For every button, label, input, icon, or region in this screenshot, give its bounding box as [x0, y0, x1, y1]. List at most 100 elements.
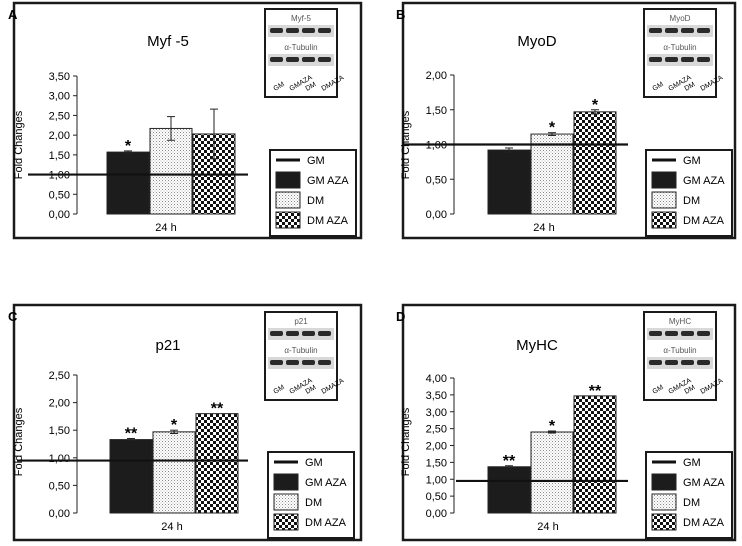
y-tick-label: 1,50	[49, 425, 70, 437]
blot-label-top: MyHC	[669, 317, 691, 326]
panel-letter: D	[396, 309, 405, 324]
legend-label: DM AZA	[305, 517, 347, 529]
legend-label: DM AZA	[683, 517, 725, 529]
legend-key	[275, 191, 301, 209]
y-tick-label: 0,50	[49, 189, 70, 201]
legend-label: GM AZA	[683, 175, 725, 187]
legend-key	[273, 513, 299, 531]
blot-band	[697, 331, 710, 336]
blot-inset	[264, 8, 338, 98]
blot-band	[302, 331, 315, 336]
blot-lane-label: DM	[305, 81, 318, 93]
y-tick-label: 2,00	[426, 441, 447, 453]
bar-dm	[152, 431, 196, 514]
blot-band	[697, 57, 710, 62]
blot-strip	[268, 54, 334, 66]
blot-label-bottom: α-Tubulin	[284, 43, 317, 52]
legend-label: GM	[305, 457, 323, 469]
blot-band	[302, 28, 315, 33]
legend-label: GM	[683, 155, 701, 167]
legend-label: GM AZA	[683, 477, 725, 489]
blot-band	[270, 28, 283, 33]
legend-label: DM	[305, 497, 322, 509]
blot-lane-label: DM	[305, 384, 318, 396]
blot-band	[697, 28, 710, 33]
y-tick-label: 3,00	[426, 407, 447, 419]
blot-inset	[264, 311, 338, 401]
y-axis-label: Fold Changes	[13, 407, 25, 476]
blot-strip	[647, 357, 713, 369]
blot-label-bottom: α-Tubulin	[663, 346, 696, 355]
legend-key	[651, 493, 677, 511]
y-tick-label: 2,00	[426, 70, 447, 82]
significance-label: *	[549, 120, 556, 137]
blot-band	[318, 28, 331, 33]
bar-dm	[530, 431, 574, 514]
blot-inset	[643, 311, 717, 401]
blot-band	[286, 57, 299, 62]
blot-band	[649, 57, 662, 62]
y-tick-label: 3,50	[49, 71, 70, 83]
y-tick-label: 1,50	[426, 105, 447, 117]
blot-label-bottom: α-Tubulin	[663, 43, 696, 52]
x-axis-label: 24 h	[161, 521, 182, 533]
legend-label: DM	[307, 195, 324, 207]
blot-strip	[268, 328, 334, 340]
significance-label: **	[589, 383, 602, 400]
bar-dm	[530, 133, 574, 215]
legend-key	[651, 513, 677, 531]
significance-label: **	[503, 453, 516, 470]
legend-key	[275, 211, 301, 229]
legend-label: DM AZA	[307, 215, 349, 227]
y-tick-label: 3,00	[49, 91, 70, 103]
panel-letter: B	[396, 7, 405, 22]
blot-lane-label: GM	[652, 81, 665, 93]
legend-label: GM AZA	[305, 477, 347, 489]
blot-band	[318, 57, 331, 62]
blot-band	[681, 57, 694, 62]
y-tick-label: 0,50	[49, 480, 70, 492]
legend-label: DM	[683, 497, 700, 509]
y-axis-label: Fold Changes	[400, 407, 412, 476]
blot-inset	[643, 8, 717, 98]
bar-dm-aza	[573, 111, 617, 215]
panel-letter: A	[8, 7, 18, 22]
panel-letter: C	[8, 309, 18, 324]
y-tick-label: 0,50	[426, 174, 447, 186]
y-tick-label: 1,50	[49, 150, 70, 162]
y-tick-label: 2,50	[49, 110, 70, 122]
chart-title: MyHC	[516, 337, 558, 354]
chart-title: MyoD	[517, 33, 556, 50]
y-tick-label: 1,50	[426, 457, 447, 469]
blot-lane-label: DM	[684, 384, 697, 396]
legend-label: GM AZA	[307, 175, 349, 187]
blot-band	[681, 331, 694, 336]
chart-title: p21	[155, 337, 180, 354]
y-tick-label: 2,00	[49, 130, 70, 142]
y-tick-label: 0,00	[426, 508, 447, 520]
blot-lane-label: GM	[273, 384, 286, 396]
significance-label: *	[171, 417, 178, 434]
x-axis-label: 24 h	[537, 521, 558, 533]
blot-strip	[647, 328, 713, 340]
legend-key	[651, 211, 677, 229]
x-axis-label: 24 h	[533, 222, 554, 234]
blot-strip	[268, 25, 334, 37]
y-tick-label: 0,00	[426, 209, 447, 221]
bar-dm-aza	[573, 395, 617, 514]
y-tick-label: 1,00	[49, 453, 70, 465]
blot-band	[286, 360, 299, 365]
blot-label-top: Myf-5	[291, 14, 312, 23]
y-tick-label: 4,00	[426, 373, 447, 385]
y-tick-label: 0,00	[49, 209, 70, 221]
blot-band	[270, 57, 283, 62]
legend-label: GM	[307, 155, 325, 167]
chart-title: Myf -5	[147, 33, 189, 50]
bar-gm-aza	[109, 439, 153, 514]
blot-band	[649, 331, 662, 336]
legend-key	[273, 473, 299, 491]
legend-label: GM	[683, 457, 701, 469]
blot-band	[665, 57, 678, 62]
